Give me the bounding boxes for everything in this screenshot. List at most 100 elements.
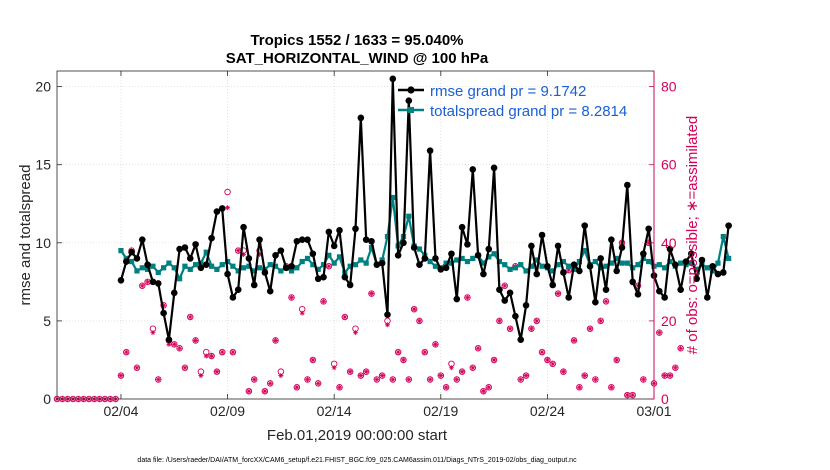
assimilated-obs-marker (491, 357, 497, 363)
assimilated-obs-marker (278, 373, 284, 379)
possible-obs-marker (496, 317, 503, 325)
assimilated-obs-marker (662, 373, 668, 379)
assimilated-obs-marker (624, 392, 630, 398)
assimilated-obs-marker (342, 314, 348, 320)
possible-obs-marker (368, 290, 375, 297)
rmse-point (384, 311, 391, 318)
rmse-point (581, 222, 589, 229)
possible-obs-marker (464, 294, 471, 301)
rmse-point (154, 280, 162, 287)
possible-obs-marker (373, 376, 381, 383)
totalspread-point (715, 260, 721, 266)
totalspread-point (363, 260, 369, 266)
rmse-point (336, 227, 343, 234)
rmse-point (442, 264, 450, 272)
totalspread-point (523, 268, 529, 274)
totalspread-point (459, 255, 465, 262)
totalspread-point (139, 265, 145, 271)
totalspread-point (646, 258, 652, 265)
rmse-point (448, 250, 455, 258)
assimilated-obs-marker (576, 384, 582, 390)
rmse-point (213, 208, 221, 215)
chart-title-line1: Tropics 1552 / 1633 = 95.040% (250, 32, 463, 49)
totalspread-point (129, 258, 135, 265)
possible-obs-marker (506, 325, 514, 332)
totalspread-point (272, 263, 279, 269)
totalspread-point (219, 262, 225, 268)
possible-obs-marker (485, 384, 493, 391)
assimilated-obs-marker (182, 365, 188, 371)
y-right-tick-label: 60 (661, 157, 677, 173)
rmse-point (682, 258, 690, 265)
possible-obs-marker (400, 356, 407, 364)
possible-obs-marker (293, 384, 301, 391)
rmse-point (229, 294, 237, 301)
possible-obs-marker (501, 282, 509, 290)
possible-obs-marker (266, 380, 274, 387)
y-left-tick-label: 10 (35, 235, 51, 251)
assimilated-obs-marker (667, 373, 673, 379)
assimilated-obs-marker (145, 279, 151, 285)
assimilated-obs-marker (480, 388, 486, 394)
assimilated-obs-marker (560, 369, 566, 375)
assimilated-obs-marker (331, 365, 337, 371)
assimilated-obs-marker (337, 384, 343, 390)
possible-obs-marker (592, 376, 599, 383)
totalspread-point (507, 266, 513, 272)
y-right-tick-label: 20 (661, 313, 677, 329)
rmse-point (293, 237, 301, 245)
possible-obs-marker (346, 368, 354, 375)
assimilated-obs-marker (123, 349, 129, 355)
totalspread-point (182, 263, 188, 269)
grid-layer (57, 71, 655, 400)
totalspread-point (310, 262, 316, 268)
possible-obs-marker (528, 325, 535, 332)
possible-obs-marker (304, 376, 311, 383)
rmse-point (272, 252, 279, 259)
rmse-point (538, 231, 546, 239)
assimilated-obs-marker (267, 380, 273, 386)
rmse-point (629, 278, 636, 286)
possible-obs-marker (336, 384, 343, 391)
rmse-point (330, 242, 338, 250)
rmse-point (704, 294, 711, 301)
rmse-point (421, 255, 429, 262)
totalspread-point (203, 249, 209, 255)
totalspread-point (656, 262, 662, 268)
possible-obs-marker (314, 380, 322, 387)
rmse-point (645, 225, 652, 233)
assimilated-obs-marker (347, 369, 353, 375)
rmse-point (245, 255, 253, 262)
rmse-point (608, 236, 615, 243)
possible-obs-marker (410, 305, 418, 313)
legend-spread-label: totalspread grand pr = 8.2814 (430, 103, 627, 120)
rmse-point (656, 287, 663, 295)
totalspread-point (315, 266, 321, 272)
assimilated-obs-marker (235, 248, 241, 254)
possible-obs-marker (341, 313, 349, 321)
possible-obs-marker (442, 384, 450, 391)
assimilated-obs-marker (598, 318, 604, 324)
legend-rmse-marker (407, 86, 415, 94)
rmse-point (480, 270, 487, 278)
rmse-point (666, 245, 674, 253)
x-axis-label: Feb.01,2019 00:00:00 start (267, 427, 448, 444)
totalspread-point (331, 260, 337, 266)
assimilated-obs-marker (134, 365, 140, 371)
rmse-point (373, 261, 381, 268)
y-left-tick-label: 5 (43, 313, 51, 329)
assimilated-obs-marker (219, 349, 225, 355)
totalspread-point (406, 213, 412, 219)
rmse-point (176, 245, 183, 253)
rmse-point (618, 244, 626, 251)
assimilated-obs-marker (656, 330, 662, 336)
rmse-point (677, 286, 684, 293)
assimilated-obs-marker (321, 298, 327, 304)
assimilated-obs-marker (464, 294, 470, 300)
possible-obs-marker (250, 376, 258, 383)
possible-obs-marker (453, 376, 461, 383)
assimilated-obs-marker (454, 376, 460, 382)
possible-obs-marker (480, 387, 487, 395)
legend-spread-marker (408, 107, 414, 113)
assimilated-obs-marker (230, 349, 236, 355)
